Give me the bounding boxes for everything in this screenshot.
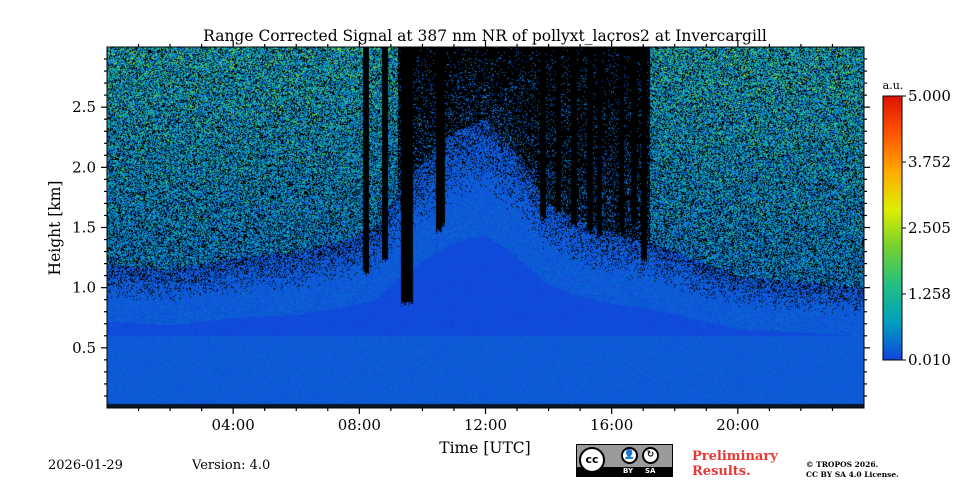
colorbar-label: a.u. (883, 79, 904, 92)
colorbar-tick-label: 0.010 (908, 351, 951, 369)
copyright-notice: © TROPOS 2026. CC BY SA 4.0 License. (806, 460, 916, 480)
chart-title: Range Corrected Signal at 387 nm NR of p… (203, 27, 767, 45)
x-tick-label: 08:00 (338, 416, 381, 434)
footer-date: 2026-01-29 (48, 458, 123, 473)
heatmap-image (107, 47, 864, 408)
y-tick-label: 0.5 (72, 339, 96, 357)
plot-area (107, 47, 864, 408)
preliminary-results-note: Preliminary Results. (692, 449, 778, 479)
x-tick-label: 04:00 (212, 416, 255, 434)
y-tick-label: 1.0 (72, 279, 96, 297)
y-axis-label: Height [km] (46, 181, 64, 276)
colorbar: 0.010 1.258 2.505 3.752 5.000 (882, 87, 951, 369)
colorbar-tick-label: 2.505 (908, 219, 951, 237)
x-tick-label: 20:00 (716, 416, 759, 434)
badge-bar (577, 467, 672, 476)
badge-by-label: BY (623, 467, 634, 475)
x-tick-label: 16:00 (590, 416, 633, 434)
x-tick-label: 12:00 (464, 416, 507, 434)
by-attribution-icon: 👤 (621, 447, 638, 464)
cc-license-badge[interactable]: cc 👤 ↻ BY SA (576, 444, 673, 477)
y-tick-label: 1.5 (72, 219, 96, 237)
axes: 04:00 08:00 12:00 16:00 20:00 0.5 1.0 1.5 2.0 2.5 (72, 41, 870, 434)
cc-icon: cc (579, 447, 605, 473)
y-tick-label: 2.5 (72, 98, 96, 116)
share-alike-icon: ↻ (642, 447, 659, 464)
copyright-line-2: CC BY SA 4.0 License. (806, 470, 899, 479)
x-axis-label: Time [UTC] (439, 439, 530, 457)
colorbar-tick-label: 5.000 (908, 87, 951, 105)
footer-version: Version: 4.0 (192, 458, 271, 473)
colorbar-gradient (882, 95, 903, 361)
y-tick-label: 2.0 (72, 158, 96, 176)
copyright-line-1: © TROPOS 2026. (806, 460, 879, 469)
colorbar-tick-label: 3.752 (908, 153, 951, 171)
badge-sa-label: SA (645, 467, 656, 475)
colorbar-tick-label: 1.258 (908, 285, 951, 303)
